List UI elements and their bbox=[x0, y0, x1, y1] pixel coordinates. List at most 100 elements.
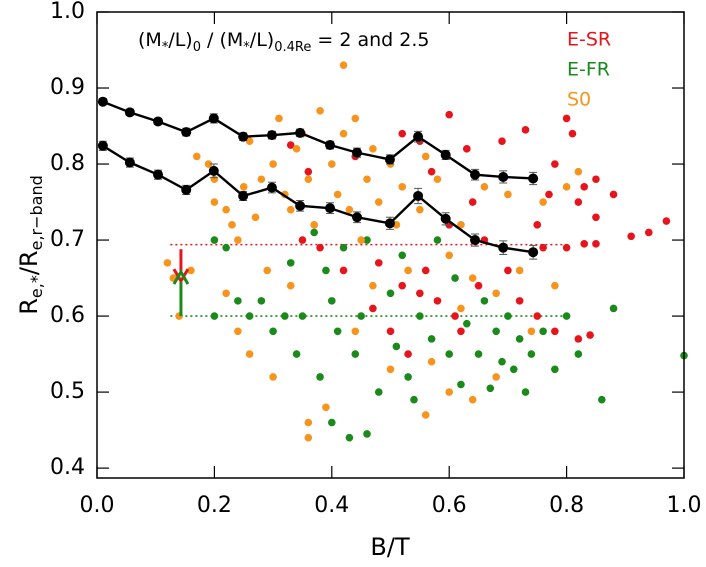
scatter-point bbox=[480, 183, 489, 191]
scatter-point bbox=[498, 357, 506, 366]
scatter-point bbox=[627, 232, 635, 241]
scatter-point bbox=[445, 110, 454, 119]
scatter-point bbox=[286, 259, 295, 267]
scatter-point bbox=[433, 236, 442, 244]
scatter-point bbox=[345, 205, 354, 214]
median-point bbox=[208, 165, 219, 176]
scatter-point bbox=[457, 221, 465, 229]
scatter-point bbox=[521, 126, 530, 134]
scatter-point bbox=[521, 388, 530, 396]
text-segment: /L) bbox=[250, 29, 274, 51]
scatter-point bbox=[539, 327, 547, 336]
text-segment: B/T bbox=[370, 533, 410, 561]
median-point bbox=[325, 140, 336, 151]
scatter-point bbox=[386, 327, 395, 336]
median-point bbox=[124, 157, 135, 168]
scatter-point bbox=[551, 365, 559, 374]
scatter-point bbox=[363, 236, 371, 244]
scatter-point bbox=[245, 312, 254, 320]
median-line bbox=[102, 144, 534, 254]
median-point bbox=[266, 182, 277, 193]
scatter-point bbox=[533, 221, 542, 229]
scatter-point bbox=[187, 266, 195, 275]
scatter-point bbox=[480, 297, 489, 305]
scatter-point bbox=[328, 160, 336, 168]
median-point bbox=[440, 213, 451, 224]
scatter-point bbox=[275, 114, 283, 123]
scatter-point bbox=[269, 160, 277, 168]
x-tick-label: 0.0 bbox=[80, 493, 115, 518]
scatter-point bbox=[222, 205, 230, 214]
text-segment: 0.4Re bbox=[274, 40, 311, 55]
scatter-point bbox=[433, 175, 442, 184]
scatter-point bbox=[463, 319, 471, 328]
x-tick-label: 0.2 bbox=[197, 493, 232, 518]
scatter-point bbox=[598, 395, 606, 404]
scatter-point bbox=[574, 167, 583, 176]
scatter-point bbox=[592, 175, 600, 184]
scatter-point bbox=[580, 183, 589, 191]
scatter-point bbox=[339, 266, 348, 275]
scatter-point bbox=[269, 373, 277, 381]
x-axis-title: B/T bbox=[370, 533, 410, 561]
median-point bbox=[238, 190, 249, 201]
scatter-point bbox=[351, 327, 360, 336]
scatter-point bbox=[421, 411, 430, 419]
median-point bbox=[325, 203, 336, 214]
y-tick-label: 1.0 bbox=[50, 0, 85, 24]
scatter-point bbox=[451, 274, 459, 282]
scatter-point bbox=[369, 281, 377, 290]
text-segment: * bbox=[162, 40, 169, 55]
scatter-point bbox=[551, 160, 559, 168]
y-tick-label: 0.4 bbox=[50, 455, 85, 480]
x-tick-label: 1.0 bbox=[667, 493, 702, 518]
median-point bbox=[266, 130, 277, 141]
scatter-point bbox=[662, 217, 671, 225]
scatter-point bbox=[363, 175, 371, 184]
median-point bbox=[498, 242, 509, 253]
scatter-point bbox=[545, 190, 553, 199]
median-point bbox=[440, 149, 451, 160]
text-segment: / (M bbox=[201, 29, 243, 51]
annotation: (M*/L)0 / (M*/L)0.4Re = 2 and 2.5 bbox=[138, 29, 429, 55]
scatter-point bbox=[286, 141, 295, 149]
y-tick-label: 0.9 bbox=[50, 75, 85, 100]
scatter-point bbox=[574, 350, 583, 358]
scatter-point bbox=[269, 327, 277, 336]
scatter-point bbox=[445, 388, 454, 396]
scatter-point bbox=[533, 312, 542, 320]
scatter-point bbox=[404, 266, 412, 275]
text-segment: 0 bbox=[193, 40, 201, 55]
scatter-point bbox=[515, 297, 524, 305]
scatter-point bbox=[304, 167, 313, 176]
text-segment: /L) bbox=[168, 29, 192, 51]
text-segment: * bbox=[243, 40, 250, 55]
scatter-point bbox=[492, 289, 500, 298]
scatter-point bbox=[562, 312, 571, 320]
scatter-point bbox=[398, 129, 407, 138]
text-segment: /R bbox=[15, 250, 43, 275]
median-point bbox=[295, 127, 306, 138]
scatter-point bbox=[339, 61, 348, 70]
arrow-head bbox=[172, 269, 190, 285]
x-tick-label: 0.8 bbox=[549, 493, 584, 518]
scatter-point bbox=[562, 183, 571, 191]
median-point bbox=[352, 147, 363, 158]
scatter-point bbox=[421, 266, 430, 275]
scatter-point bbox=[562, 114, 571, 123]
median-point bbox=[153, 169, 164, 180]
scatter-point bbox=[392, 342, 401, 351]
scatter-point bbox=[245, 350, 254, 358]
scatter-point bbox=[457, 327, 465, 336]
scatter-point bbox=[574, 198, 583, 206]
median-point bbox=[208, 113, 219, 124]
plot-frame bbox=[96, 11, 685, 479]
scatter-point bbox=[239, 183, 248, 191]
scatter-point bbox=[304, 418, 313, 427]
scatter-point bbox=[351, 350, 360, 358]
scatter-point bbox=[316, 107, 324, 115]
scatter-point bbox=[416, 205, 424, 214]
scatter-point bbox=[562, 243, 571, 252]
scatter-point bbox=[363, 430, 371, 438]
